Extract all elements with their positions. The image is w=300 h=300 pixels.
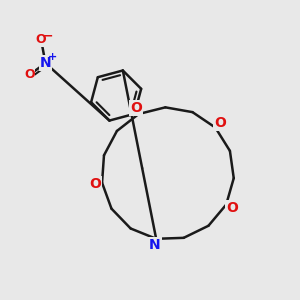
Text: O: O: [130, 101, 142, 115]
Text: N: N: [40, 56, 51, 70]
Text: +: +: [48, 52, 58, 62]
Text: −: −: [43, 30, 54, 43]
Text: O: O: [214, 116, 226, 130]
Text: O: O: [36, 33, 46, 46]
Text: N: N: [149, 238, 161, 252]
Text: O: O: [90, 177, 102, 191]
Text: O: O: [24, 68, 34, 81]
Text: O: O: [226, 201, 238, 215]
